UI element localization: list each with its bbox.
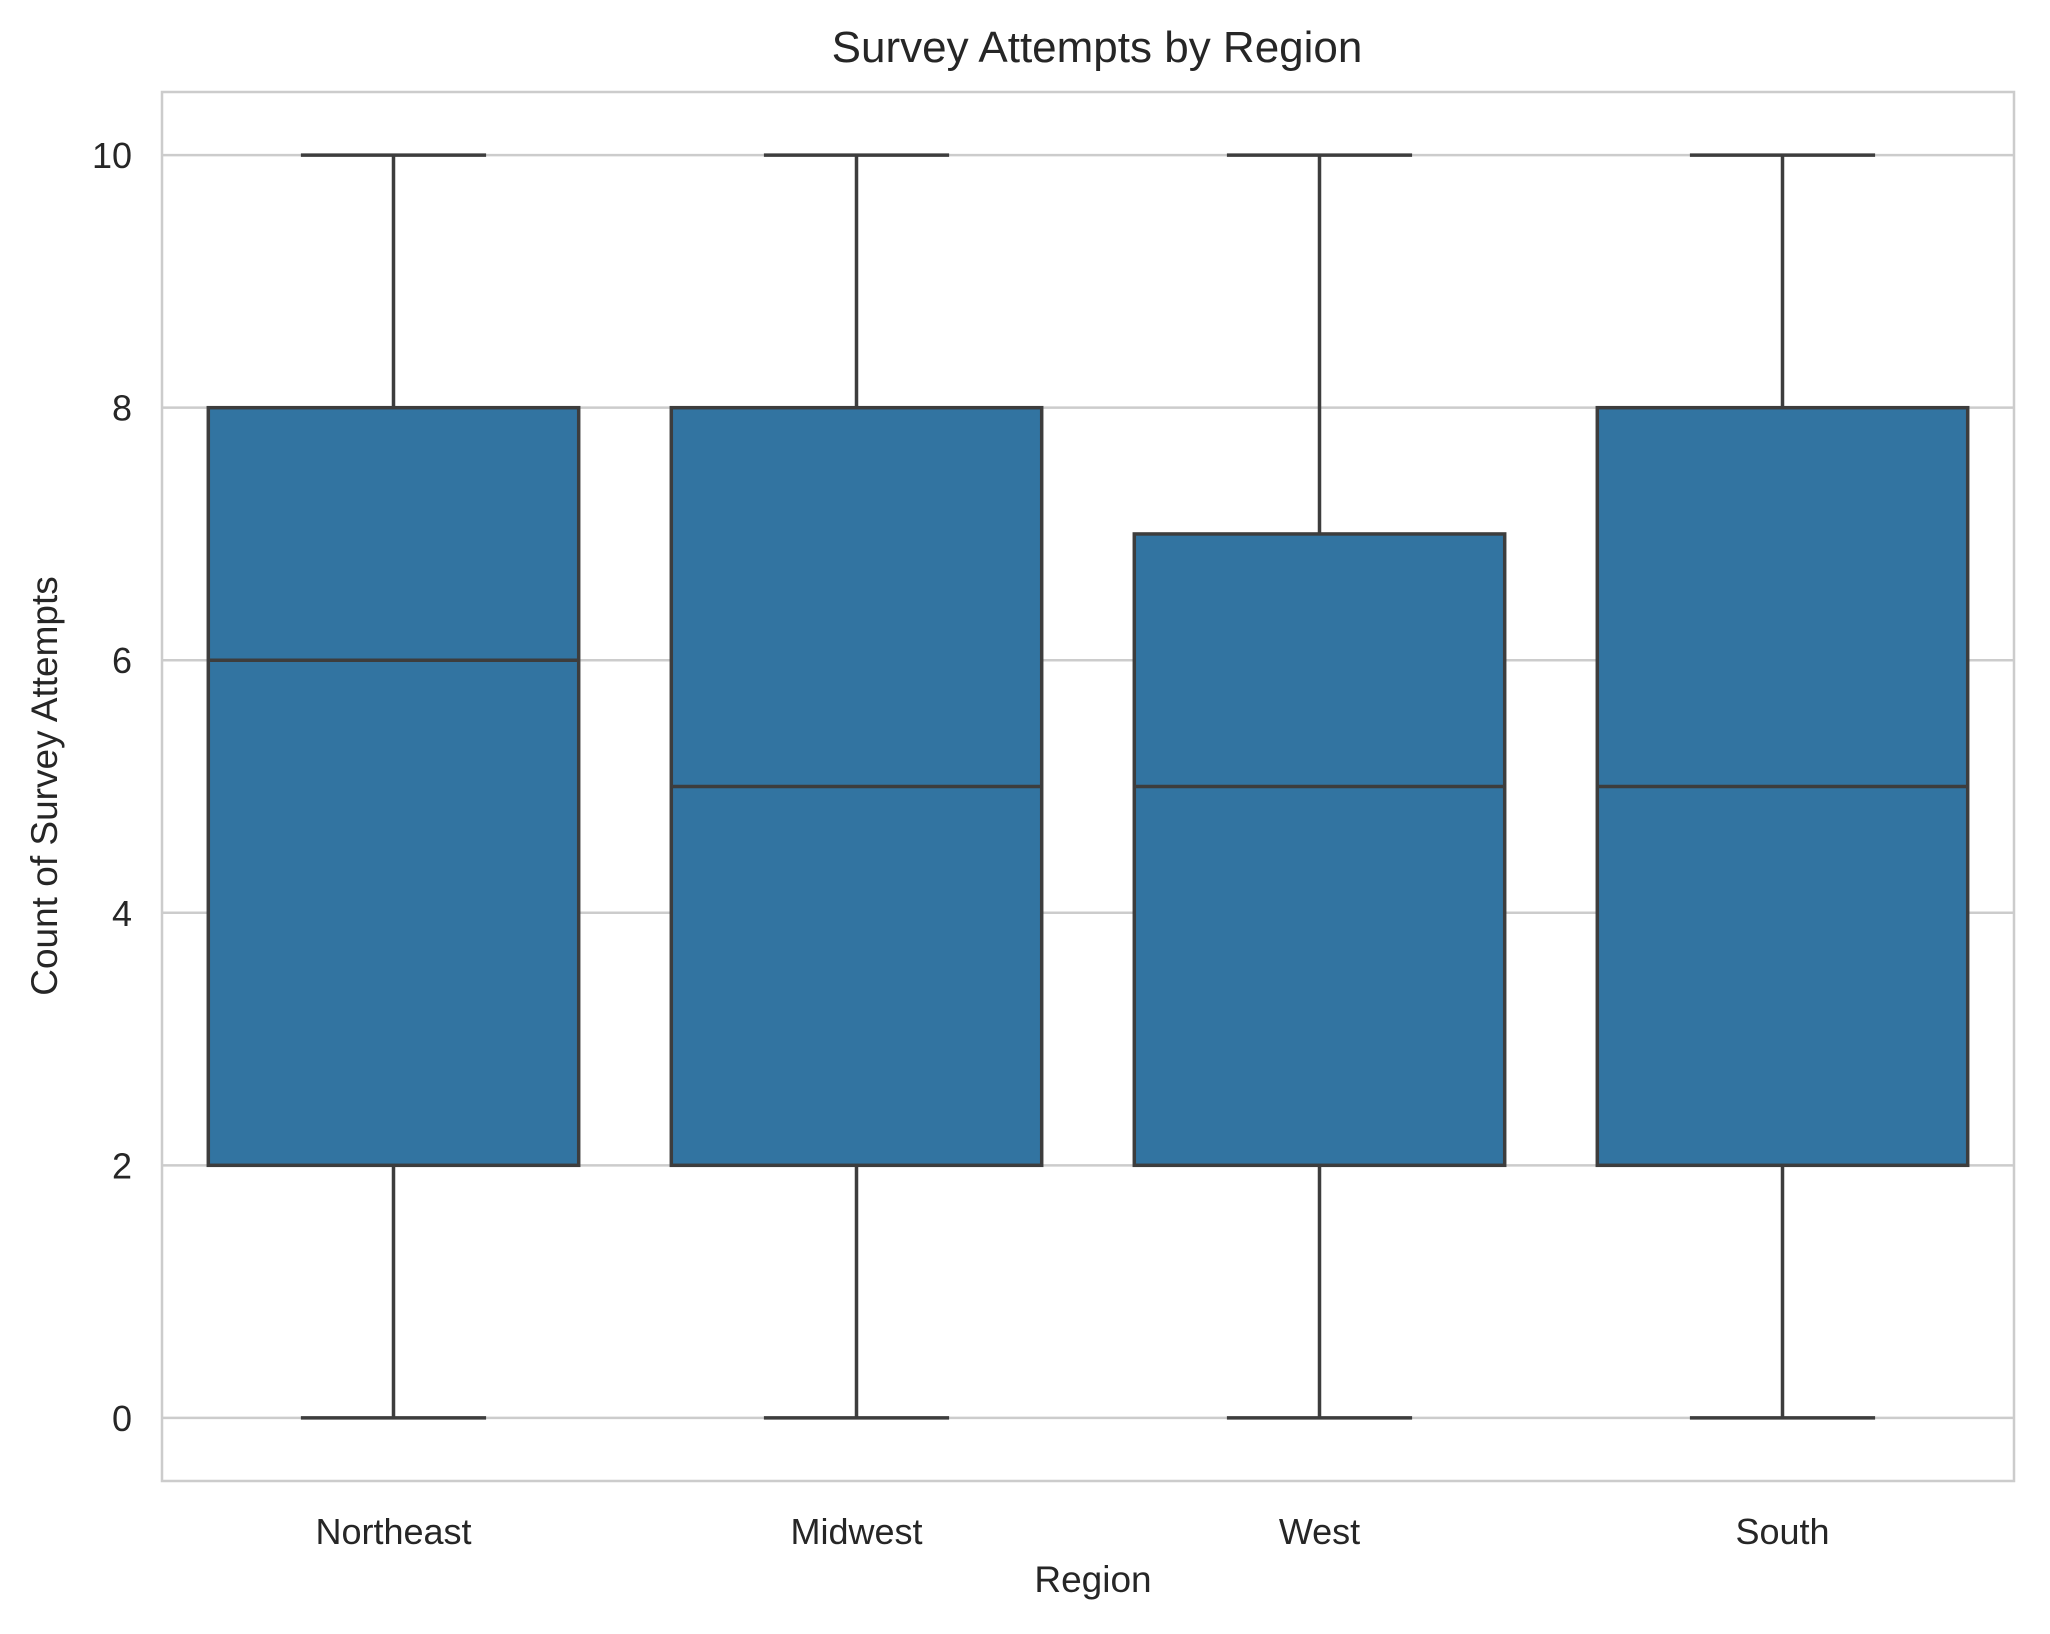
y-axis-label: Count of Survey Attempts: [24, 576, 65, 996]
y-tick-label: 10: [92, 135, 132, 176]
y-tick-label: 6: [112, 640, 132, 681]
x-tick-label: Northeast: [315, 1511, 471, 1552]
box-series: [206, 153, 1970, 1420]
x-tick-label: West: [1279, 1511, 1360, 1552]
plot-frame: [160, 90, 2016, 1483]
x-axis-ticks: Northeast Midwest West South: [315, 1511, 1829, 1552]
iqr-box: [1132, 532, 1507, 1168]
chart-title: Survey Attempts by Region: [832, 23, 1363, 72]
y-tick-label: 2: [112, 1145, 132, 1186]
y-axis-ticks: 0 2 4 6 8 10: [92, 135, 132, 1439]
y-tick-label: 4: [112, 893, 132, 934]
box-northeast: [206, 153, 581, 1420]
y-tick-label: 8: [112, 388, 132, 429]
box-west: [1132, 153, 1507, 1420]
y-tick-label: 0: [112, 1398, 132, 1439]
box-midwest: [669, 153, 1044, 1420]
iqr-box: [206, 405, 581, 1168]
x-tick-label: South: [1735, 1511, 1829, 1552]
box-south: [1595, 153, 1970, 1420]
x-axis-label: Region: [1034, 1559, 1151, 1600]
x-tick-label: Midwest: [790, 1511, 922, 1552]
